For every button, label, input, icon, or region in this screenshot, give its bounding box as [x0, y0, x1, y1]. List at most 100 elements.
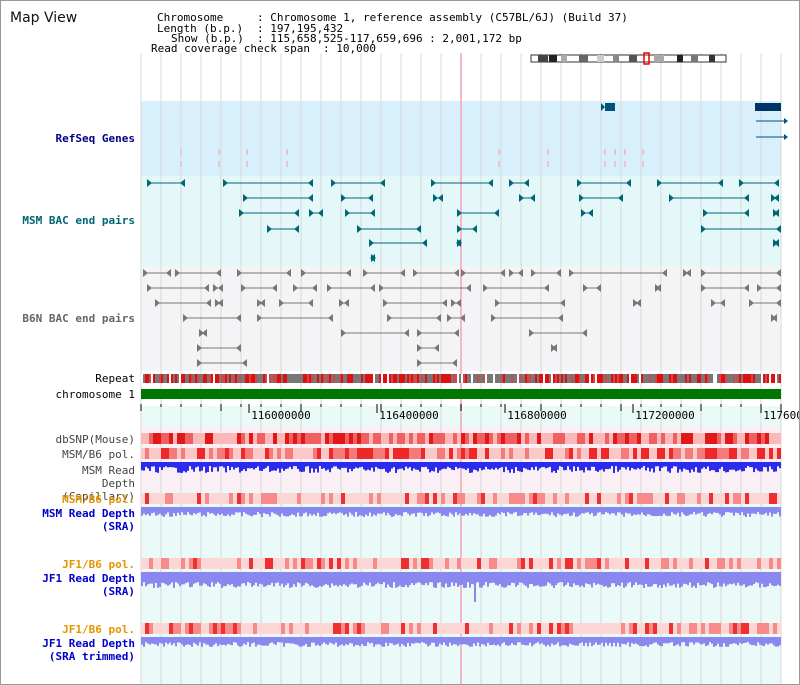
- depth-bar: [363, 637, 365, 646]
- depth-bar: [613, 637, 615, 643]
- heat-cell: [473, 493, 477, 504]
- heat-cell: [509, 558, 513, 569]
- coverage-value: : 10,000: [323, 42, 376, 55]
- depth-bar: [467, 462, 469, 469]
- depth-bar: [513, 462, 515, 473]
- depth-bar: [295, 637, 297, 645]
- depth-bar: [681, 637, 683, 643]
- depth-bar: [463, 637, 465, 645]
- depth-bar: [541, 572, 543, 587]
- depth-bar: [411, 637, 413, 644]
- heat-cell: [665, 433, 669, 444]
- depth-bar: [369, 507, 371, 513]
- heat-cell: [257, 448, 261, 459]
- depth-bar: [235, 462, 237, 468]
- heat-cell: [425, 493, 429, 504]
- depth-bar: [581, 637, 583, 643]
- track-label-b6n-bac[interactable]: B6N BAC end pairs: [22, 312, 135, 325]
- heat-cell: [457, 623, 461, 634]
- b6n-bac-pair-end: [531, 269, 536, 277]
- heat-cell: [205, 433, 209, 444]
- heat-cell: [693, 623, 697, 634]
- depth-bar: [401, 462, 403, 469]
- repeat-mark: [255, 374, 257, 383]
- depth-bar: [509, 507, 511, 514]
- heat-cell: [621, 558, 625, 569]
- repeat-mark: [387, 374, 389, 383]
- depth-bar: [311, 462, 313, 469]
- repeat-mark: [341, 374, 343, 383]
- depth-bar: [507, 572, 509, 586]
- depth-bar: [771, 507, 773, 517]
- heat-cell: [761, 493, 765, 504]
- depth-bar: [643, 637, 645, 647]
- depth-bar: [253, 572, 255, 586]
- depth-bar: [655, 572, 657, 584]
- repeat-mark: [385, 374, 387, 383]
- depth-bar: [275, 572, 277, 584]
- repeat-mark: [483, 374, 485, 383]
- depth-bar: [397, 462, 399, 470]
- depth-bar: [311, 507, 313, 516]
- depth-bar: [705, 507, 707, 517]
- depth-bar: [349, 462, 351, 469]
- repeat-mark: [211, 374, 213, 383]
- heat-cell: [609, 433, 613, 444]
- depth-bar: [229, 507, 231, 517]
- depth-bar: [351, 462, 353, 472]
- depth-bar: [503, 572, 505, 588]
- depth-bar: [375, 507, 377, 516]
- depth-bar: [263, 637, 265, 646]
- track-label-msm-read-depth-sra: MSM Read Depth (SRA): [1, 507, 135, 533]
- heat-cell: [617, 493, 621, 504]
- depth-bar: [225, 637, 227, 646]
- depth-bar: [389, 572, 391, 587]
- track-label-msm-bac[interactable]: MSM BAC end pairs: [22, 214, 135, 227]
- depth-bar: [667, 507, 669, 517]
- depth-bar: [669, 572, 671, 586]
- heat-cell: [741, 558, 745, 569]
- heat-cell: [201, 623, 205, 634]
- heat-cell: [457, 558, 461, 569]
- depth-bar: [395, 462, 397, 473]
- repeat-mark: [437, 374, 439, 383]
- depth-bar: [171, 462, 173, 468]
- depth-bar: [463, 507, 465, 516]
- heat-cell: [333, 493, 337, 504]
- heat-cell: [153, 558, 157, 569]
- heat-cell: [481, 433, 485, 444]
- depth-bar: [501, 507, 503, 513]
- depth-bar: [681, 572, 683, 587]
- depth-bar: [407, 637, 409, 643]
- depth-bar: [523, 507, 525, 514]
- heat-cell: [509, 623, 513, 634]
- heat-cell: [301, 493, 305, 504]
- heat-cell: [461, 558, 465, 569]
- b6n-bac-pair-end: [556, 269, 561, 277]
- depth-bar: [623, 637, 625, 644]
- depth-bar: [235, 507, 237, 513]
- depth-bar: [381, 507, 383, 514]
- heat-cell: [157, 433, 161, 444]
- depth-bar: [437, 507, 439, 513]
- heat-cell: [545, 558, 549, 569]
- depth-bar: [445, 637, 447, 646]
- track-label-refseq[interactable]: RefSeq Genes: [55, 132, 135, 145]
- depth-bar: [337, 462, 339, 469]
- depth-bar: [371, 462, 373, 468]
- heat-cell: [449, 493, 453, 504]
- depth-bar: [565, 572, 567, 585]
- depth-bar: [739, 637, 741, 643]
- depth-bar: [273, 637, 275, 644]
- heat-cell: [373, 623, 377, 634]
- depth-bar: [343, 637, 345, 646]
- b6n-bac-pair-end: [370, 284, 375, 292]
- heat-cell: [141, 623, 145, 634]
- repeat-mark: [671, 374, 673, 383]
- heat-cell: [485, 433, 489, 444]
- heat-cell: [293, 623, 297, 634]
- heat-cell: [429, 558, 433, 569]
- depth-bar: [493, 462, 495, 470]
- depth-bar: [477, 637, 479, 643]
- depth-bar: [147, 637, 149, 644]
